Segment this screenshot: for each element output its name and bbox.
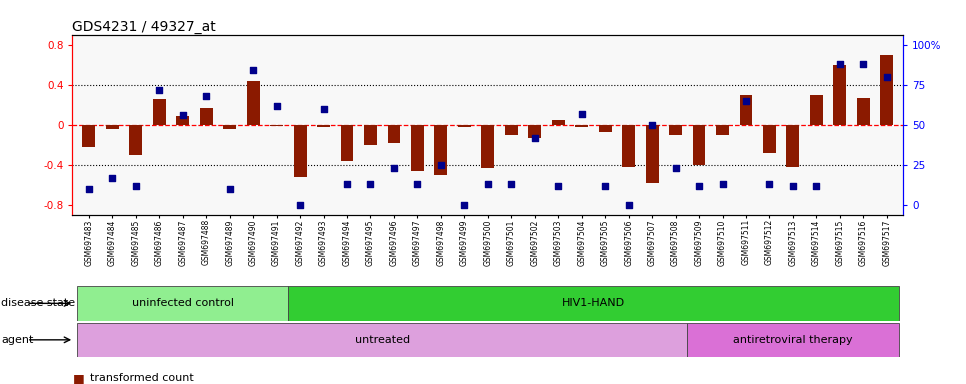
Point	[175, 112, 190, 118]
Point	[293, 202, 308, 208]
Bar	[599, 125, 611, 132]
Bar	[106, 125, 119, 129]
Point	[762, 181, 778, 187]
Bar	[270, 125, 283, 126]
Bar	[129, 125, 142, 155]
Bar	[77, 323, 687, 357]
Bar	[294, 125, 306, 177]
Point	[832, 61, 847, 67]
Text: untreated: untreated	[355, 335, 410, 345]
Bar	[669, 125, 682, 135]
Point	[316, 106, 331, 112]
Bar	[223, 125, 236, 129]
Text: ■: ■	[72, 372, 84, 384]
Point	[152, 86, 167, 93]
Bar	[177, 116, 189, 125]
Text: HIV1-HAND: HIV1-HAND	[562, 298, 625, 308]
Point	[433, 162, 448, 168]
Text: uninfected control: uninfected control	[131, 298, 234, 308]
Bar	[153, 99, 166, 125]
Bar	[246, 81, 260, 125]
Point	[410, 181, 425, 187]
Bar	[341, 125, 354, 161]
Point	[222, 186, 238, 192]
Point	[668, 165, 683, 171]
Bar	[200, 108, 213, 125]
Bar	[834, 65, 846, 125]
Bar	[622, 125, 635, 167]
Bar	[481, 125, 495, 168]
Point	[503, 181, 519, 187]
Bar	[411, 125, 424, 171]
Bar	[786, 125, 800, 167]
Point	[386, 165, 402, 171]
Bar	[435, 125, 447, 175]
Point	[339, 181, 355, 187]
Bar	[810, 95, 823, 125]
Point	[245, 67, 261, 73]
Bar	[693, 125, 705, 165]
Point	[363, 181, 379, 187]
Bar	[317, 125, 330, 127]
Point	[692, 183, 707, 189]
Point	[574, 111, 589, 117]
Bar	[857, 98, 869, 125]
Point	[621, 202, 637, 208]
Point	[715, 181, 730, 187]
Bar	[880, 55, 894, 125]
Bar	[645, 125, 659, 183]
Bar	[82, 125, 96, 147]
Point	[879, 74, 895, 80]
Bar	[505, 125, 518, 135]
Point	[198, 93, 213, 99]
Bar	[289, 286, 898, 321]
Point	[597, 183, 612, 189]
Point	[809, 183, 824, 189]
Bar	[552, 120, 565, 125]
Text: transformed count: transformed count	[90, 373, 193, 383]
Text: agent: agent	[1, 335, 34, 345]
Point	[551, 183, 566, 189]
Bar	[575, 125, 588, 127]
Bar	[77, 286, 289, 321]
Text: disease state: disease state	[1, 298, 75, 308]
Point	[81, 186, 97, 192]
Bar	[364, 125, 377, 145]
Bar	[458, 125, 470, 127]
Bar	[763, 125, 776, 153]
Bar	[740, 95, 753, 125]
Point	[527, 134, 543, 141]
Point	[738, 98, 753, 104]
Point	[480, 181, 496, 187]
Bar	[528, 125, 541, 138]
Point	[785, 183, 801, 189]
Point	[644, 122, 660, 128]
Text: GDS4231 / 49327_at: GDS4231 / 49327_at	[72, 20, 216, 33]
Point	[128, 183, 144, 189]
Bar	[687, 323, 898, 357]
Bar	[716, 125, 729, 135]
Bar	[387, 125, 401, 143]
Point	[104, 175, 120, 181]
Point	[856, 61, 871, 67]
Text: antiretroviral therapy: antiretroviral therapy	[733, 335, 853, 345]
Point	[269, 103, 284, 109]
Point	[457, 202, 472, 208]
